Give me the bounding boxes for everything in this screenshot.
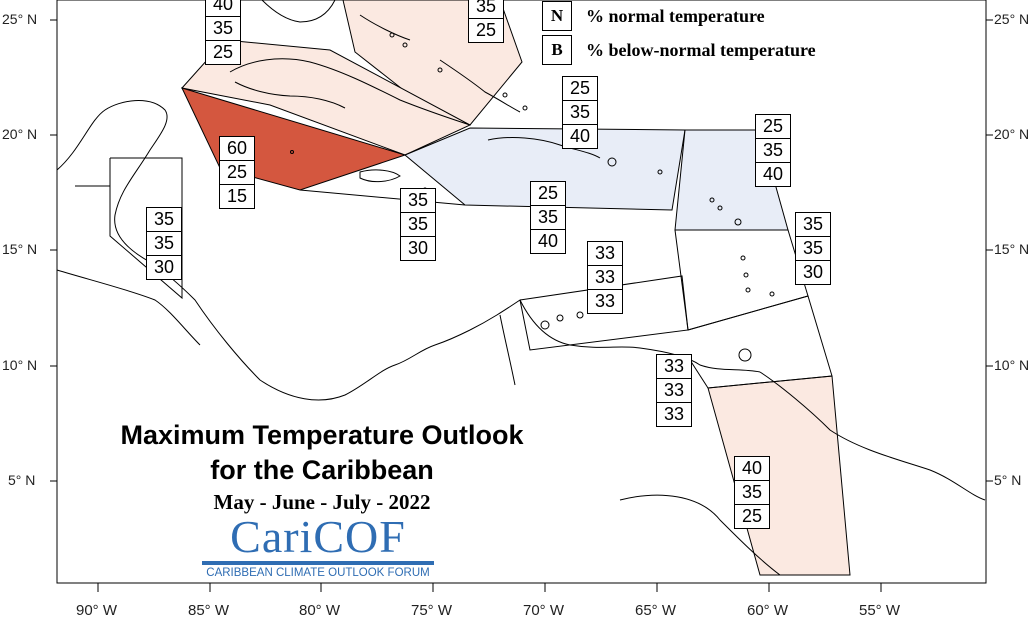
prob-below: 40 [531, 229, 565, 253]
lon-label-60w: 60° W [747, 602, 789, 619]
prob-above: 35 [407, 190, 429, 210]
prob-box-leeward-islands: 25 35 40 [755, 114, 791, 187]
prob-normal: 33 [657, 378, 691, 402]
prob-above: 35 [153, 209, 175, 229]
prob-above: 25 [762, 116, 784, 136]
prob-below: 40 [563, 124, 597, 148]
prob-below: 30 [147, 255, 181, 279]
lon-ticks [97, 583, 882, 592]
prob-box-jamaica: 35 35 30 [400, 188, 436, 261]
lat-label-20n-left: 20° N [2, 126, 38, 142]
prob-above: 25 [569, 78, 591, 98]
lat-label-5n-right: 5° N [994, 472, 1022, 488]
prob-above: 40 [741, 458, 763, 478]
legend-key-n: N [542, 1, 572, 31]
lon-label-90w: 90° W [76, 602, 118, 619]
prob-box-turks-caicos: 25 35 40 [562, 76, 598, 149]
prob-box-hispaniola-puerto-rico: 25 35 40 [530, 181, 566, 254]
zone-trinidad-boundary [687, 295, 833, 389]
prob-below: 25 [735, 504, 769, 528]
prob-normal: 35 [401, 212, 435, 236]
prob-normal: 25 [220, 160, 254, 184]
lon-label-55w: 55° W [859, 602, 901, 619]
lat-ticks [50, 19, 993, 482]
prob-box-belize: 35 35 30 [146, 207, 182, 280]
logo-wordmark: CariCOF [230, 511, 406, 562]
prob-normal: 35 [563, 100, 597, 124]
prob-box-gulf-cuba-west: 40 35 25 [205, 0, 241, 65]
legend-text-normal: % normal temperature [586, 5, 765, 26]
lon-label-80w: 80° W [299, 602, 341, 619]
prob-box-western-caribbean: 60 25 15 [219, 136, 255, 209]
legend-text-below: % below-normal temperature [586, 39, 816, 60]
prob-normal: 33 [588, 265, 622, 289]
map-period: May - June - July - 2022 [213, 490, 431, 514]
lat-label-10n-left: 10° N [2, 357, 38, 373]
prob-above: 33 [663, 356, 685, 376]
prob-normal: 35 [475, 0, 497, 16]
lat-label-10n-right: 10° N [994, 357, 1030, 373]
lon-label-70w: 70° W [523, 602, 565, 619]
prob-above: 25 [537, 183, 559, 203]
prob-above: 40 [212, 0, 234, 14]
logo-tagline: CARIBBEAN CLIMATE OUTLOOK FORUM [206, 567, 430, 579]
prob-below: 30 [796, 260, 830, 284]
prob-box-trinidad: 33 33 33 [656, 354, 692, 427]
map-title-line2: for the Caribbean [210, 455, 434, 485]
prob-normal: 35 [756, 138, 790, 162]
prob-normal: 35 [206, 16, 240, 40]
prob-box-guianas: 40 35 25 [734, 456, 770, 529]
prob-below: 15 [220, 184, 254, 208]
zone-belize-boundary [109, 157, 183, 300]
prob-below: 25 [206, 40, 240, 64]
prob-above: 33 [594, 243, 616, 263]
legend-key-b: B [542, 35, 572, 65]
lon-label-65w: 65° W [635, 602, 677, 619]
lat-label-15n-left: 15° N [2, 241, 38, 257]
lat-label-5n-left: 5° N [8, 472, 36, 488]
prob-above: 35 [802, 214, 824, 234]
prob-above: 60 [226, 138, 248, 158]
lat-label-20n-right: 20° N [994, 126, 1030, 142]
lon-label-75w: 75° W [411, 602, 453, 619]
coastlines [56, 0, 986, 576]
legend-normal: N % normal temperature [542, 1, 765, 31]
prob-normal: 35 [147, 231, 181, 255]
lat-label-25n-right: 25° N [994, 11, 1030, 27]
lon-label-85w: 85° W [188, 602, 230, 619]
prob-box-abc-islands: 33 33 33 [587, 241, 623, 314]
lat-label-25n-left: 25° N [2, 11, 38, 27]
map-title: Maximum Temperature Outlook [120, 420, 524, 450]
prob-box-bahamas-north: 35 25 [468, 0, 504, 43]
prob-below: 33 [657, 402, 691, 426]
prob-below: 33 [588, 289, 622, 313]
prob-below: 25 [469, 18, 503, 42]
prob-box-windward-islands: 35 35 30 [795, 212, 831, 285]
prob-below: 30 [401, 236, 435, 260]
logo-rule [202, 561, 434, 565]
lat-label-15n-right: 15° N [994, 241, 1030, 257]
islands [290, 32, 775, 362]
legend-below: B % below-normal temperature [542, 35, 816, 65]
zone-hispaniola-shade [404, 127, 686, 211]
prob-normal: 35 [531, 205, 565, 229]
prob-normal: 35 [735, 480, 769, 504]
caricof-logo: CariCOF CARIBBEAN CLIMATE OUTLOOK FORUM [200, 514, 436, 579]
prob-below: 40 [756, 162, 790, 186]
prob-normal: 35 [796, 236, 830, 260]
zone-jamaica-boundary [299, 189, 466, 206]
